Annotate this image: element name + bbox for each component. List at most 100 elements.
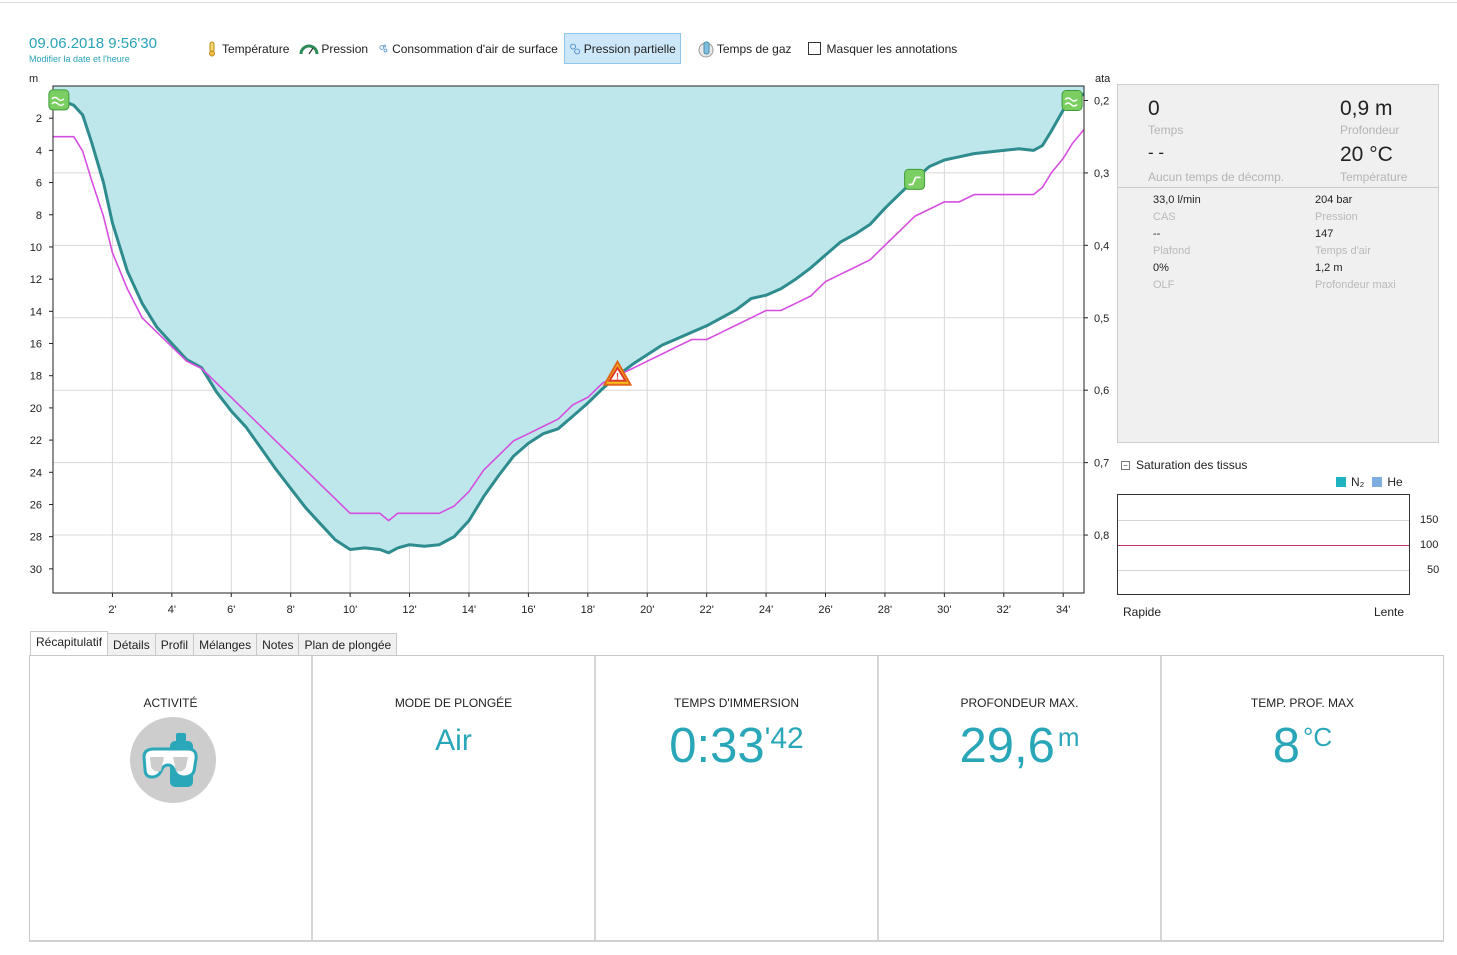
tab-notes[interactable]: Notes <box>256 633 300 655</box>
ppo2-tick-label: 0,5 <box>1094 313 1109 325</box>
immersion-time-main: 0:33 <box>669 719 765 773</box>
max-depth-title: PROFONDEUR MAX. <box>960 696 1079 710</box>
dive-mode-title: MODE DE PLONGÉE <box>394 696 513 710</box>
top-rule <box>0 2 1457 3</box>
collapse-icon[interactable]: − <box>1121 460 1130 470</box>
dive-date-block: 09.06.2018 9:56'30 Modifier la date et l… <box>29 35 157 64</box>
toggle-pressure[interactable]: Pression <box>295 33 372 64</box>
tab-summary[interactable]: Récapitulatif <box>30 631 109 655</box>
saturation-slow-label: Lente <box>1374 605 1405 619</box>
tissue-saturation-graph <box>1117 494 1410 595</box>
ppo2-tick-label: 0,2 <box>1094 95 1109 107</box>
depth-area <box>53 86 1084 553</box>
air-time-value: 147 <box>1315 228 1334 240</box>
depth-tick-label: 10 <box>30 242 42 254</box>
toggle-sac[interactable]: Consommation d'air de surface <box>374 33 562 64</box>
surface-end-icon[interactable] <box>1061 90 1083 111</box>
svg-text:!: ! <box>616 372 619 382</box>
dive-mode-value: Air <box>435 724 472 757</box>
deco-value: - - <box>1148 143 1165 162</box>
tab-details[interactable]: Détails <box>107 633 156 655</box>
tab-profile[interactable]: Profil <box>154 633 195 655</box>
olf-label: OLF <box>1153 279 1175 291</box>
immersion-time-card: TEMPS D'IMMERSION 0:33'42 <box>596 656 879 940</box>
dive-mode-card: MODE DE PLONGÉE Air <box>313 656 596 940</box>
temp-at-max-depth-title: TEMP. PROF. MAX <box>1250 696 1355 710</box>
he-swatch <box>1372 477 1383 487</box>
dive-profile-svg: 246810121416182022242628300,20,30,40,50,… <box>29 73 1111 616</box>
max-depth-unit: m <box>1057 722 1080 752</box>
dive-profile-chart[interactable]: 2 4 6 8 10 12 14 16 18 20 22 24 26 28 30 0,2 0,3 0,4 0,5 0,… <box>0 68 1115 628</box>
hide-annotations-checkbox[interactable] <box>807 42 821 55</box>
max-depth-summary-value: 29,6 m <box>879 718 1160 774</box>
ppo2-tick-label: 0,8 <box>1094 530 1109 542</box>
tab-mixes[interactable]: Mélanges <box>193 633 258 655</box>
depth-value: 0,9 m <box>1340 97 1393 120</box>
max-depth-label: Profondeur maxi <box>1315 279 1396 291</box>
ascent-icon[interactable] <box>904 168 926 190</box>
time-tick-label: 30' <box>937 604 951 616</box>
time-tick-label: 22' <box>699 604 713 616</box>
depth-tick-label: 26 <box>30 499 42 511</box>
temp-at-max-depth-card: TEMP. PROF. MAX 8 °C <box>1162 656 1443 940</box>
saturation-100-line <box>1118 545 1409 546</box>
temp-value: 20 °C <box>1340 143 1393 166</box>
he-legend-label: He <box>1387 475 1403 489</box>
depth-tick-label: 12 <box>30 274 42 286</box>
time-tick-label: 32' <box>997 604 1011 616</box>
time-tick-label: 34' <box>1056 604 1070 616</box>
edit-date-link[interactable]: Modifier la date et l'heure <box>29 54 130 64</box>
max-depth-value: 1,2 m <box>1315 262 1343 274</box>
saturation-tick: 150 <box>1420 514 1439 526</box>
depth-tick-label: 22 <box>30 435 42 447</box>
temp-at-max-depth-value: 8 °C <box>1162 718 1443 774</box>
depth-axis-unit: m <box>29 73 38 85</box>
sac-label: CAS <box>1153 211 1176 223</box>
tab-dive-plan[interactable]: Plan de plongée <box>298 633 398 655</box>
depth-tick-label: 4 <box>36 145 42 157</box>
sac-value: 33,0 l/min <box>1153 194 1201 206</box>
thermometer-icon <box>209 41 215 56</box>
time-tick-label: 8' <box>287 604 295 616</box>
toggle-gas-time-label: Temps de gaz <box>716 41 792 56</box>
ppo2-tick-label: 0,7 <box>1094 458 1109 470</box>
depth-tick-label: 8 <box>36 210 42 222</box>
n2-swatch <box>1336 477 1346 487</box>
ceiling-value: -- <box>1153 228 1161 240</box>
toggle-sac-label: Consommation d'air de surface <box>392 41 558 56</box>
info-divider <box>1118 187 1438 188</box>
depth-series-line <box>52 92 1085 555</box>
time-tick-label: 14' <box>462 604 476 616</box>
depth-tick-label: 14 <box>30 306 42 318</box>
max-depth-number: 29,6 <box>959 719 1055 773</box>
pressure-label: Pression <box>1315 211 1358 223</box>
depth-tick-label: 16 <box>30 339 42 351</box>
temp-unit: °C <box>1303 722 1333 752</box>
ppo2-series-line <box>53 128 1085 522</box>
toggle-gas-time[interactable]: Temps de gaz <box>693 33 796 64</box>
toggle-partial-pressure[interactable]: Pression partielle <box>563 33 681 64</box>
hide-annotations-option[interactable]: Masquer les annotations <box>798 33 962 64</box>
activity-title: ACTIVITÉ <box>143 696 198 710</box>
gauge-icon <box>299 44 319 54</box>
ppo2-axis-unit: ata <box>1095 73 1111 85</box>
deco-label: Aucun temps de décomp. <box>1148 170 1285 184</box>
saturation-legend: N₂ He <box>1336 475 1403 489</box>
saturation-fast-label: Rapide <box>1123 605 1162 619</box>
depth-label: Profondeur <box>1340 123 1400 137</box>
warning-icon[interactable]: ! <box>602 359 633 386</box>
air-time-label: Temps d'air <box>1315 245 1371 257</box>
tissue-saturation-header[interactable]: − Saturation des tissus <box>1121 458 1247 472</box>
depth-tick-label: 2 <box>36 113 42 125</box>
toggle-temperature[interactable]: Température <box>200 33 293 64</box>
depth-tick-label: 24 <box>30 467 42 479</box>
toggle-pressure-label: Pression <box>321 41 369 56</box>
scuba-activity-icon <box>130 717 216 803</box>
time-tick-label: 6' <box>227 604 235 616</box>
hide-annotations-label: Masquer les annotations <box>826 41 958 56</box>
ppo2-tick-label: 0,3 <box>1094 168 1109 180</box>
saturation-tick: 50 <box>1427 564 1440 576</box>
tissue-saturation-title: Saturation des tissus <box>1136 458 1248 472</box>
surface-icon[interactable] <box>48 89 70 111</box>
n2-legend-label: N₂ <box>1351 475 1365 489</box>
